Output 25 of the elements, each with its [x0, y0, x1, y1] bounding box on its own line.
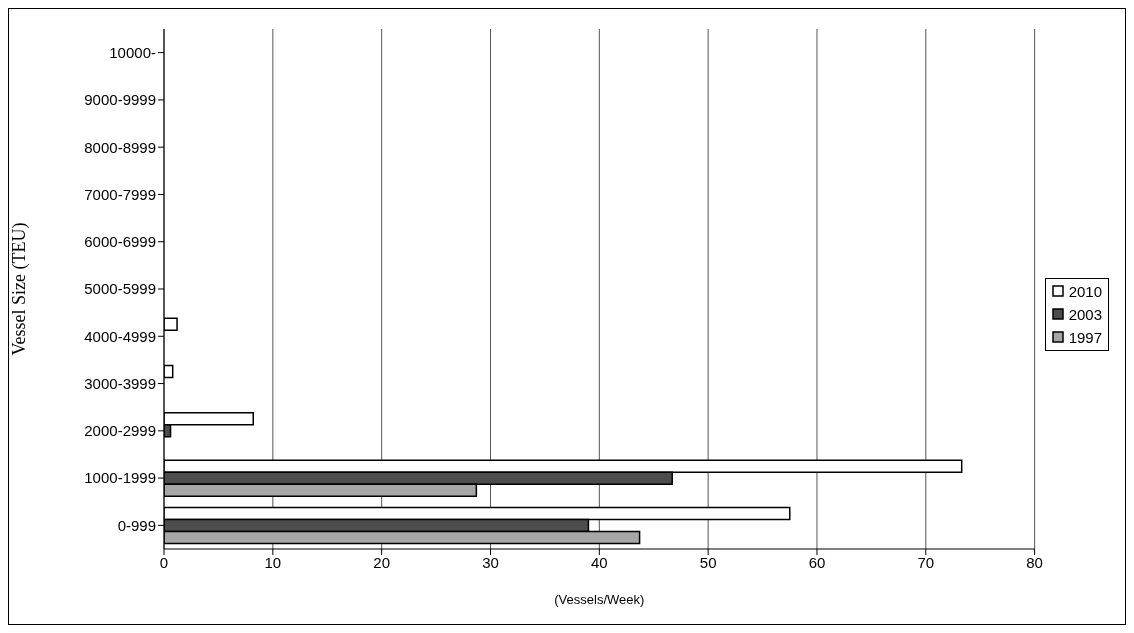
y-tick-label: 1000-1999 — [84, 469, 156, 487]
y-tick-label: 10000- — [109, 43, 156, 61]
y-axis-title: Vessel Size (TEU) — [9, 222, 31, 356]
x-tick-label: 10 — [264, 553, 282, 571]
y-tick-label: 0-999 — [117, 516, 156, 534]
x-tick-label: 50 — [699, 553, 717, 571]
x-tick-label: 20 — [373, 553, 390, 571]
y-tick-label: 4000-4999 — [84, 327, 156, 345]
y-tick-label: 8000-8999 — [84, 138, 156, 156]
x-tick-label: 40 — [590, 553, 608, 571]
y-tick-label: 7000-7999 — [84, 185, 156, 203]
x-tick-label: 60 — [808, 553, 826, 571]
y-tick-label: 2000-2999 — [84, 422, 156, 440]
legend-label: 2010 — [1068, 282, 1102, 300]
x-tick-label: 0 — [159, 553, 169, 571]
x-tick-label: 80 — [1026, 553, 1043, 571]
y-tick-label: 3000-3999 — [84, 374, 156, 392]
legend-label: 2003 — [1068, 305, 1102, 323]
x-tick-label: 70 — [917, 553, 935, 571]
legend-label: 1997 — [1068, 328, 1102, 346]
y-tick-label: 5000-5999 — [84, 280, 156, 298]
y-tick-label: 9000-9999 — [84, 91, 156, 109]
x-axis-title: (Vessels/Week) — [554, 592, 645, 607]
y-tick-label: 6000-6999 — [84, 233, 156, 251]
x-tick-label: 30 — [482, 553, 499, 571]
